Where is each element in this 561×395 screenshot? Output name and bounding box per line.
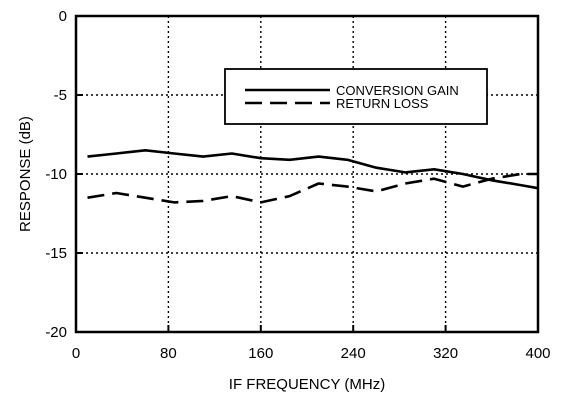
y-tick-label-neg5: -5 <box>54 87 67 104</box>
axis-ticks: 0 80 160 240 320 400 0 -5 -10 -15 -20 <box>45 8 550 362</box>
series-lines <box>87 149 539 204</box>
y-tick-label-neg10: -10 <box>45 166 67 183</box>
x-tick-label-0: 0 <box>72 345 80 362</box>
legend: CONVERSION GAIN RETURN LOSS <box>224 68 488 125</box>
y-tick-label-neg20: -20 <box>45 324 67 341</box>
legend-box <box>224 68 488 125</box>
y-tick-label-neg15: -15 <box>45 245 67 262</box>
y-axis-title: RESPONSE (dB) <box>17 116 34 232</box>
y-tick-label-0: 0 <box>59 8 67 25</box>
x-axis-title: IF FREQUENCY (MHz) <box>229 376 385 393</box>
x-tick-label-320: 320 <box>433 345 458 362</box>
legend-label-conversion-gain: CONVERSION GAIN <box>336 83 459 98</box>
series-line-conversion-gain <box>87 149 539 190</box>
series-line-return-loss <box>87 172 538 204</box>
legend-label-return-loss: RETURN LOSS <box>336 96 429 111</box>
x-tick-label-160: 160 <box>248 345 273 362</box>
x-tick-label-400: 400 <box>525 345 550 362</box>
x-tick-label-240: 240 <box>341 345 366 362</box>
x-tick-label-80: 80 <box>160 345 177 362</box>
